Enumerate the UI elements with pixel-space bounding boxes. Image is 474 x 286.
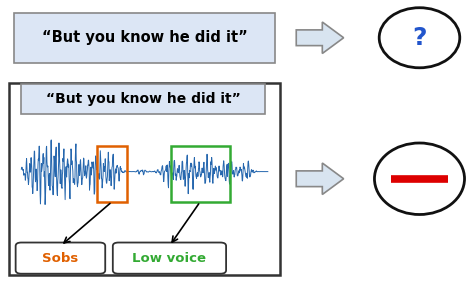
- FancyArrow shape: [296, 163, 344, 194]
- Ellipse shape: [374, 143, 465, 214]
- Text: Sobs: Sobs: [42, 252, 79, 265]
- FancyBboxPatch shape: [21, 84, 265, 114]
- Text: ?: ?: [412, 26, 427, 50]
- FancyArrow shape: [296, 22, 344, 53]
- Ellipse shape: [379, 8, 460, 68]
- FancyBboxPatch shape: [16, 243, 105, 274]
- FancyBboxPatch shape: [113, 243, 226, 274]
- Text: “But you know he did it”: “But you know he did it”: [46, 92, 241, 106]
- Bar: [97, 146, 127, 202]
- Text: Low voice: Low voice: [132, 252, 207, 265]
- Text: “But you know he did it”: “But you know he did it”: [42, 30, 247, 45]
- Bar: [171, 146, 230, 202]
- Bar: [9, 83, 280, 275]
- FancyBboxPatch shape: [14, 13, 275, 63]
